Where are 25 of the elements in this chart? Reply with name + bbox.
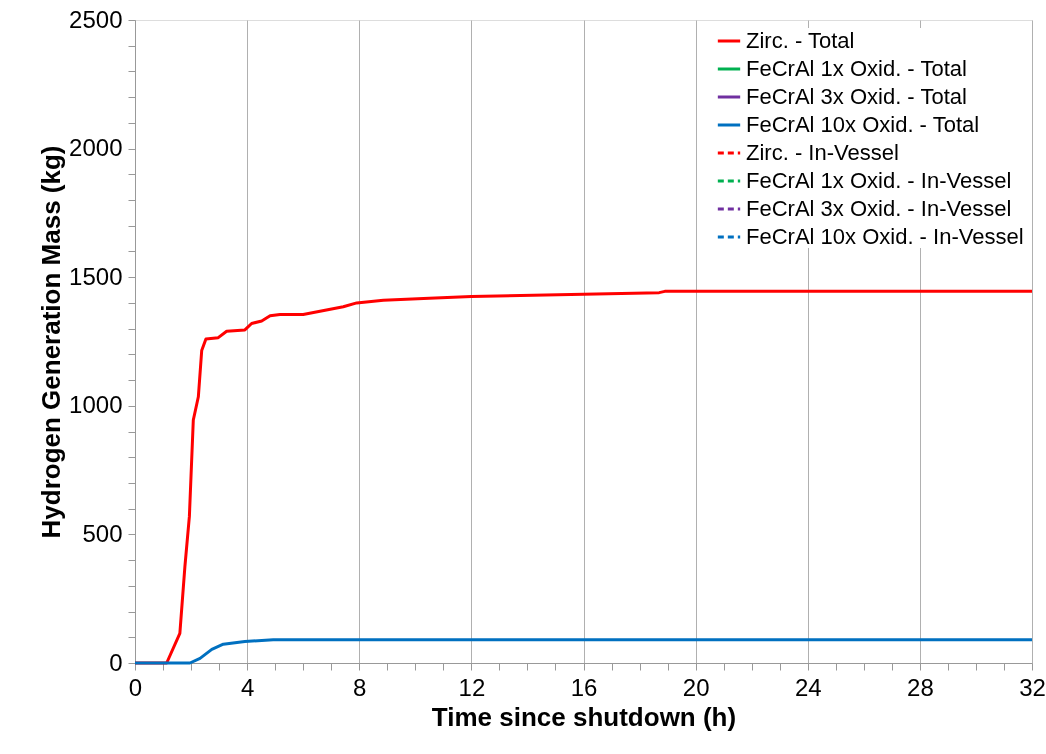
legend-label: FeCrAl 10x Oxid. - Total — [746, 112, 980, 137]
legend-label: Zirc. - In-Vessel — [746, 140, 899, 165]
x-tick-label: 20 — [682, 673, 710, 701]
x-tick-label: 0 — [128, 673, 143, 701]
x-tick-label: 8 — [353, 673, 367, 701]
y-tick-label: 2500 — [69, 5, 123, 33]
x-tick-label: 16 — [570, 673, 598, 701]
y-tick-label: 1500 — [69, 262, 123, 290]
legend-label: Zirc. - Total — [746, 28, 855, 53]
x-tick-label: 28 — [907, 673, 934, 701]
legend-label: FeCrAl 3x Oxid. - Total — [746, 84, 967, 109]
y-tick-label: 1000 — [69, 391, 123, 419]
legend-label: FeCrAl 1x Oxid. - Total — [746, 56, 967, 81]
x-tick-label: 32 — [1019, 673, 1046, 701]
x-tick-label: 12 — [458, 673, 486, 701]
legend-label: FeCrAl 10x Oxid. - In-Vessel — [746, 224, 1024, 249]
y-tick-label: 0 — [109, 648, 123, 676]
legend-label: FeCrAl 3x Oxid. - In-Vessel — [746, 196, 1012, 221]
y-tick-label: 2000 — [69, 134, 123, 162]
x-tick-label: 4 — [240, 673, 255, 701]
legend-label: FeCrAl 1x Oxid. - In-Vessel — [746, 168, 1012, 193]
y-tick-label: 500 — [82, 519, 123, 547]
x-axis-title: Time since shutdown (h) — [431, 701, 737, 732]
y-axis-title: Hydrogen Generation Mass (kg) — [36, 145, 67, 539]
x-tick-label: 24 — [794, 673, 822, 701]
